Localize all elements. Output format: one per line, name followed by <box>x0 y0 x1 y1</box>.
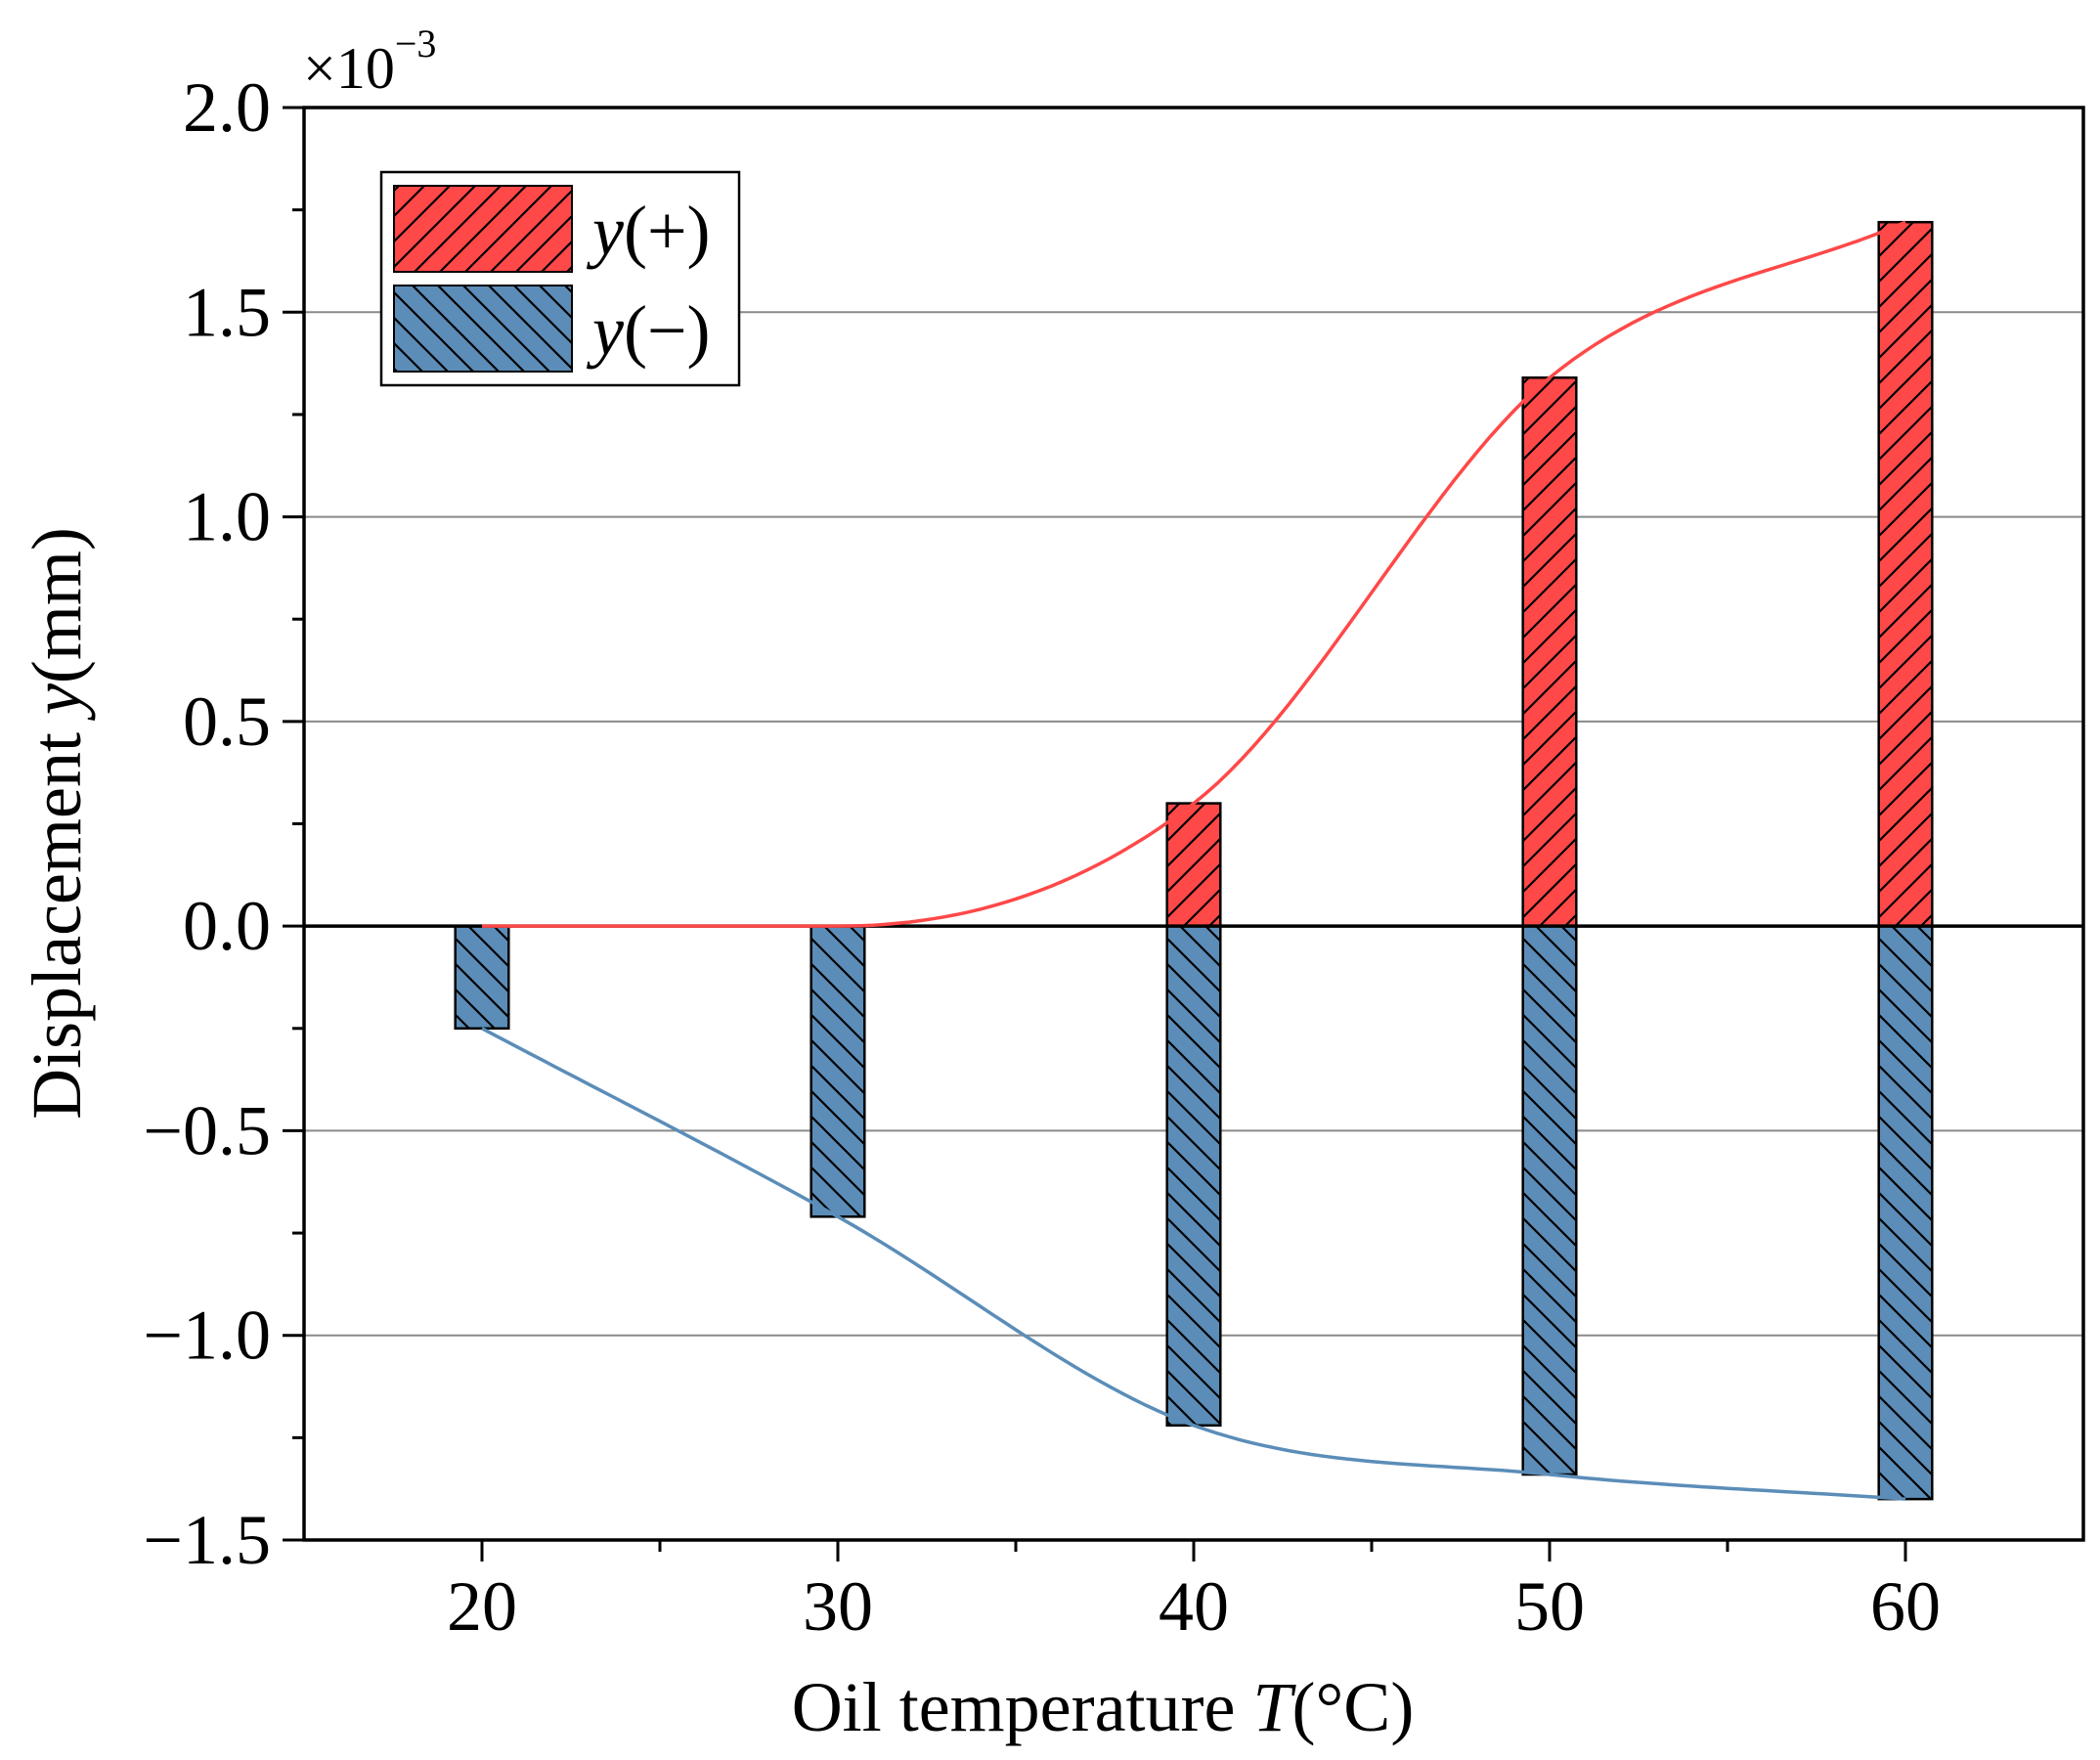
x-axis-title-variable: T <box>1252 1668 1296 1746</box>
y-multiplier-base: ×10 <box>303 36 395 101</box>
legend-positive-sign: (+) <box>624 192 711 270</box>
legend-label-positive: y(+) <box>586 192 711 270</box>
fit-curves <box>481 220 1906 1501</box>
bar-positive-hatch-60 <box>1877 220 1934 928</box>
legend-negative-var: y <box>586 291 624 370</box>
y-tick-label: 1.5 <box>183 273 271 351</box>
legend-swatch-positive-hatch <box>394 186 572 272</box>
y-multiplier: ×10−3 <box>303 22 436 101</box>
bar-positive-hatch-50 <box>1521 376 1578 928</box>
bar-negative-hatch-40 <box>1165 924 1222 1428</box>
y-tick-label: 0.5 <box>183 682 271 761</box>
y-tick-label: 1.0 <box>183 478 271 556</box>
bar-negative-hatch-50 <box>1521 924 1578 1476</box>
legend-negative-sign: (−) <box>624 291 711 370</box>
fit-curve-negative <box>481 1027 1906 1501</box>
x-axis-title: Oil temperature T(°C) <box>792 1668 1415 1746</box>
x-tick-label: 40 <box>1159 1567 1229 1646</box>
x-axis-title-prefix: Oil temperature <box>792 1668 1253 1746</box>
y-tick-label: −1.0 <box>143 1297 271 1375</box>
x-tick-label: 30 <box>803 1567 873 1646</box>
legend: y(+) y(−) <box>379 170 741 387</box>
bars <box>454 220 1934 1501</box>
y-multiplier-exponent: −3 <box>395 22 437 66</box>
y-axis-title-unit: (mm) <box>18 527 96 683</box>
legend-label-negative: y(−) <box>586 291 711 370</box>
axis-ticks <box>283 106 1907 1562</box>
y-tick-label: −0.5 <box>143 1091 271 1169</box>
x-tick-label: 60 <box>1870 1567 1941 1646</box>
legend-swatch-negative-hatch <box>394 286 572 372</box>
y-axis-title-variable: y <box>18 683 96 722</box>
x-tick-label: 20 <box>447 1567 517 1646</box>
bar-positive-hatch-40 <box>1165 802 1222 928</box>
y-tick-label: 0.0 <box>183 887 271 965</box>
fit-curve-positive <box>482 220 1906 928</box>
y-axis-title: Displacement y(mm) <box>18 527 96 1120</box>
bar-negative-hatch-60 <box>1877 924 1934 1501</box>
y-tick-label: −1.5 <box>143 1501 271 1579</box>
y-tick-labels: −1.5 −1.0 −0.5 0.0 0.5 1.0 1.5 2.0 <box>143 68 271 1579</box>
legend-positive-var: y <box>586 192 624 270</box>
x-tick-labels: 20 30 40 50 60 <box>447 1567 1941 1646</box>
y-tick-label: 2.0 <box>183 68 271 147</box>
x-tick-label: 50 <box>1514 1567 1585 1646</box>
bar-negative-hatch-30 <box>809 924 866 1218</box>
y-axis-title-prefix: Displacement <box>18 715 96 1120</box>
bar-negative-hatch-20 <box>454 924 510 1031</box>
x-axis-title-unit: (°C) <box>1292 1668 1415 1746</box>
